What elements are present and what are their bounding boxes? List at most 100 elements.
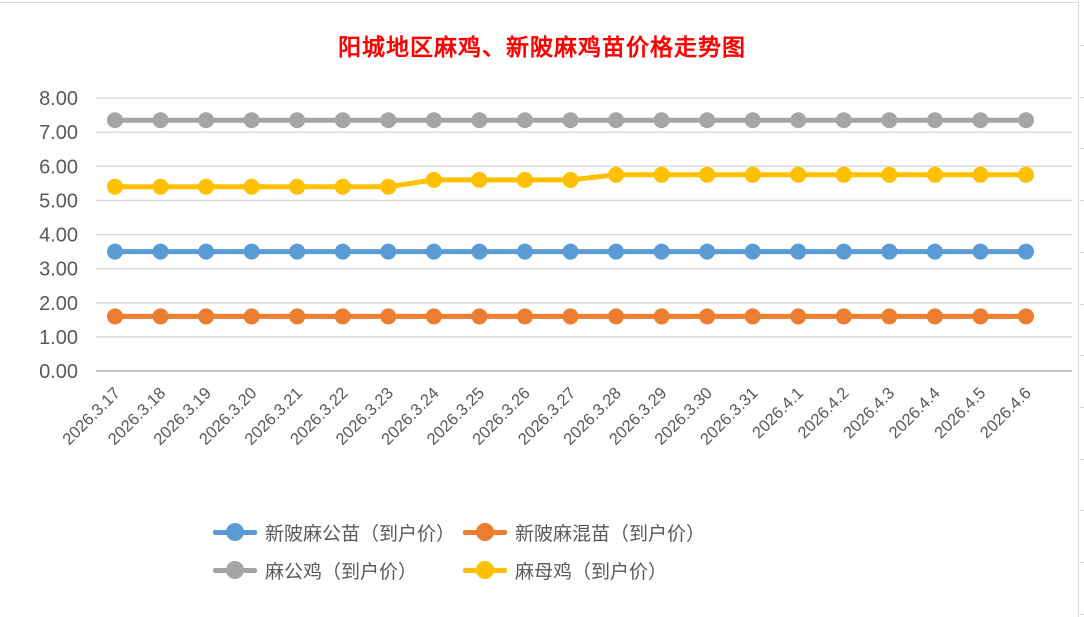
data-point [790,112,807,129]
data-point [972,308,989,325]
data-point [425,308,442,325]
data-point [881,166,898,183]
data-point [243,178,260,195]
data-point [334,178,351,195]
data-point [471,171,488,188]
data-point [107,112,123,129]
legend-line-dot-icon [213,561,257,579]
data-point [562,171,579,188]
legend-line-dot-icon [213,523,257,541]
data-point [608,166,625,183]
data-point [334,112,351,129]
x-axis-tick-label: 2026.4.6 [977,384,1035,442]
data-point [289,243,306,260]
legend-label: 新陂麻混苗（到户价） [515,523,706,545]
data-point [562,112,579,129]
data-point [744,308,761,325]
y-axis-tick-label: 3.00 [39,259,78,281]
data-point [744,112,761,129]
y-axis-tick-label: 6.00 [39,156,78,178]
data-point [926,112,943,129]
data-point [516,171,533,188]
legend-line-dot-icon [463,523,507,541]
data-point [198,308,215,325]
data-point [790,308,807,325]
y-axis-tick-label: 1.00 [39,327,78,349]
legend-item-rooster[interactable]: 麻公鸡（到户价） [213,557,417,583]
data-point [653,166,670,183]
data-point [653,112,670,129]
data-point [608,308,625,325]
data-point [334,308,351,325]
y-axis-tick-label: 4.00 [39,225,78,247]
data-point [289,178,306,195]
data-point [1018,112,1034,129]
data-point [972,166,989,183]
data-point [471,308,488,325]
data-point [471,243,488,260]
legend-label: 麻母鸡（到户价） [515,561,668,583]
data-point [972,243,989,260]
data-point [107,308,123,325]
data-point [744,243,761,260]
legend-item-male-seedling[interactable]: 新陂麻公苗（到户价） [213,519,455,545]
data-point [744,166,761,183]
data-point [516,308,533,325]
data-point [107,243,123,260]
chart-legend: 新陂麻公苗（到户价） 新陂麻混苗（到户价） 麻公鸡（到户价） 麻母鸡（到户价） [0,512,1084,592]
data-point [653,308,670,325]
data-point [334,243,351,260]
legend-label: 麻公鸡（到户价） [265,561,418,583]
data-point [516,112,533,129]
data-point [107,178,123,195]
data-point [425,243,442,260]
data-point [699,166,716,183]
data-point [1018,243,1034,260]
legend-label: 新陂麻公苗（到户价） [265,523,456,545]
data-point [198,178,215,195]
data-point [926,243,943,260]
data-point [653,243,670,260]
data-point [289,112,306,129]
data-point [198,243,215,260]
data-point [835,166,852,183]
legend-line-dot-icon [463,561,507,579]
data-point [835,112,852,129]
data-point [380,308,397,325]
data-point [243,243,260,260]
data-point [608,112,625,129]
data-point [699,243,716,260]
chart-top-border [0,2,1078,3]
data-point [926,308,943,325]
data-point [699,112,716,129]
data-point [425,171,442,188]
y-axis-tick-label: 2.00 [39,293,78,315]
data-point [1018,166,1034,183]
y-axis-tick-label: 7.00 [39,122,78,144]
data-point [243,308,260,325]
data-point [198,112,215,129]
chart-right-border [1078,2,1079,617]
data-point [881,112,898,129]
y-axis-tick-label: 8.00 [39,88,78,110]
y-axis-tick-label: 0.00 [39,361,78,383]
data-point [562,243,579,260]
data-point [152,178,169,195]
y-axis-tick-label: 5.00 [39,190,78,212]
data-point [243,112,260,129]
data-point [881,308,898,325]
data-point [608,243,625,260]
data-point [152,243,169,260]
data-point [972,112,989,129]
data-point [835,243,852,260]
data-point [562,308,579,325]
legend-item-mixed-seedling[interactable]: 新陂麻混苗（到户价） [463,519,705,545]
legend-item-hen[interactable]: 麻母鸡（到户价） [463,557,667,583]
chart-title: 阳城地区麻鸡、新陂麻鸡苗价格走势图 [338,35,746,60]
data-point [289,308,306,325]
data-point [152,112,169,129]
data-point [380,112,397,129]
data-point [471,112,488,129]
